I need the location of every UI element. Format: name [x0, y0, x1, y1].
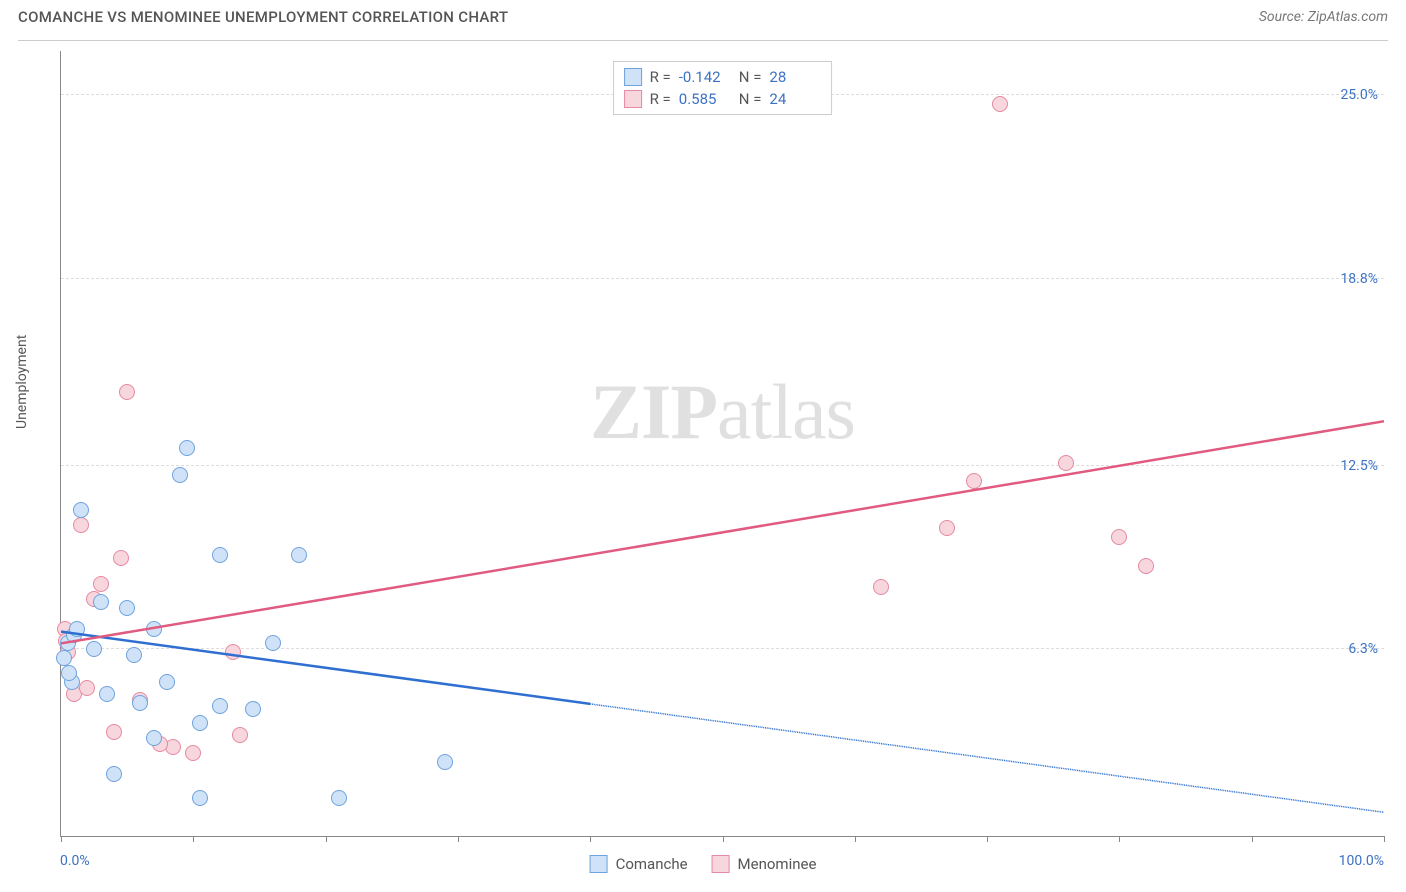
- watermark-atlas: atlas: [717, 368, 855, 455]
- n-label: N =: [739, 68, 762, 86]
- x-tick: [61, 836, 62, 842]
- y-tick-label: 25.0%: [1340, 87, 1378, 103]
- scatter-point: [1058, 455, 1074, 471]
- x-tick: [723, 836, 724, 842]
- scatter-point: [225, 644, 241, 660]
- x-tick: [458, 836, 459, 842]
- scatter-point: [146, 730, 162, 746]
- scatter-point: [212, 698, 228, 714]
- swatch-comanche: [624, 68, 642, 86]
- legend-item-menominee: Menominee: [712, 855, 817, 873]
- scatter-point: [331, 790, 347, 806]
- n-label: N =: [739, 90, 762, 108]
- scatter-point: [437, 754, 453, 770]
- x-axis-max-label: 100.0%: [1339, 853, 1384, 869]
- r-label: R =: [650, 90, 671, 108]
- scatter-plot: ZIPatlas R = -0.142 N = 28 R = 0.585 N =…: [60, 51, 1384, 837]
- r-value-comanche: -0.142: [679, 68, 731, 86]
- legend-item-comanche: Comanche: [590, 855, 688, 873]
- scatter-point: [939, 520, 955, 536]
- scatter-point: [159, 674, 175, 690]
- scatter-point: [192, 790, 208, 806]
- swatch-comanche: [590, 855, 608, 873]
- r-label: R =: [650, 68, 671, 86]
- stats-row-comanche: R = -0.142 N = 28: [624, 66, 822, 88]
- stats-row-menominee: R = 0.585 N = 24: [624, 88, 822, 110]
- chart-title: COMANCHE VS MENOMINEE UNEMPLOYMENT CORRE…: [18, 8, 508, 26]
- scatter-point: [106, 766, 122, 782]
- chart-header: COMANCHE VS MENOMINEE UNEMPLOYMENT CORRE…: [0, 0, 1406, 32]
- n-value-menominee: 24: [769, 90, 821, 108]
- scatter-point: [192, 715, 208, 731]
- scatter-point: [966, 473, 982, 489]
- scatter-point: [73, 517, 89, 533]
- scatter-point: [119, 600, 135, 616]
- scatter-point: [113, 550, 129, 566]
- scatter-point: [185, 745, 201, 761]
- y-tick-label: 18.8%: [1340, 271, 1378, 287]
- scatter-point: [291, 547, 307, 563]
- x-tick: [326, 836, 327, 842]
- legend-label-menominee: Menominee: [738, 855, 817, 873]
- gridline: [61, 278, 1384, 279]
- r-value-menominee: 0.585: [679, 90, 731, 108]
- gridline: [61, 648, 1384, 649]
- trend-lines: [61, 51, 1384, 836]
- swatch-menominee: [712, 855, 730, 873]
- scatter-point: [79, 680, 95, 696]
- scatter-point: [73, 502, 89, 518]
- scatter-point: [232, 727, 248, 743]
- gridline: [61, 465, 1384, 466]
- legend-label-comanche: Comanche: [616, 855, 688, 873]
- scatter-point: [1138, 558, 1154, 574]
- x-tick: [193, 836, 194, 842]
- scatter-point: [56, 650, 72, 666]
- scatter-point: [265, 635, 281, 651]
- y-axis-label: Unemployment: [14, 335, 30, 429]
- scatter-point: [61, 665, 77, 681]
- scatter-point: [873, 579, 889, 595]
- x-tick: [855, 836, 856, 842]
- scatter-point: [99, 686, 115, 702]
- scatter-point: [126, 647, 142, 663]
- scatter-point: [212, 547, 228, 563]
- scatter-point: [1111, 529, 1127, 545]
- scatter-point: [106, 724, 122, 740]
- scatter-point: [93, 594, 109, 610]
- scatter-point: [69, 621, 85, 637]
- x-tick: [590, 836, 591, 842]
- scatter-point: [992, 96, 1008, 112]
- scatter-point: [172, 467, 188, 483]
- scatter-point: [86, 641, 102, 657]
- scatter-point: [146, 621, 162, 637]
- scatter-point: [119, 384, 135, 400]
- x-tick: [1119, 836, 1120, 842]
- chart-area: Unemployment ZIPatlas R = -0.142 N = 28 …: [18, 40, 1388, 877]
- scatter-point: [245, 701, 261, 717]
- scatter-point: [179, 440, 195, 456]
- correlation-stats-legend: R = -0.142 N = 28 R = 0.585 N = 24: [613, 61, 833, 115]
- x-tick: [987, 836, 988, 842]
- x-tick: [1384, 836, 1385, 842]
- swatch-menominee: [624, 90, 642, 108]
- source-attribution: Source: ZipAtlas.com: [1259, 9, 1388, 25]
- y-tick-label: 12.5%: [1340, 458, 1378, 474]
- series-legend: Comanche Menominee: [590, 855, 817, 873]
- y-tick-label: 6.3%: [1348, 641, 1378, 657]
- scatter-point: [132, 695, 148, 711]
- watermark: ZIPatlas: [590, 367, 855, 457]
- n-value-comanche: 28: [769, 68, 821, 86]
- scatter-point: [93, 576, 109, 592]
- x-axis-min-label: 0.0%: [60, 853, 90, 869]
- x-tick: [1252, 836, 1253, 842]
- watermark-zip: ZIP: [590, 368, 717, 455]
